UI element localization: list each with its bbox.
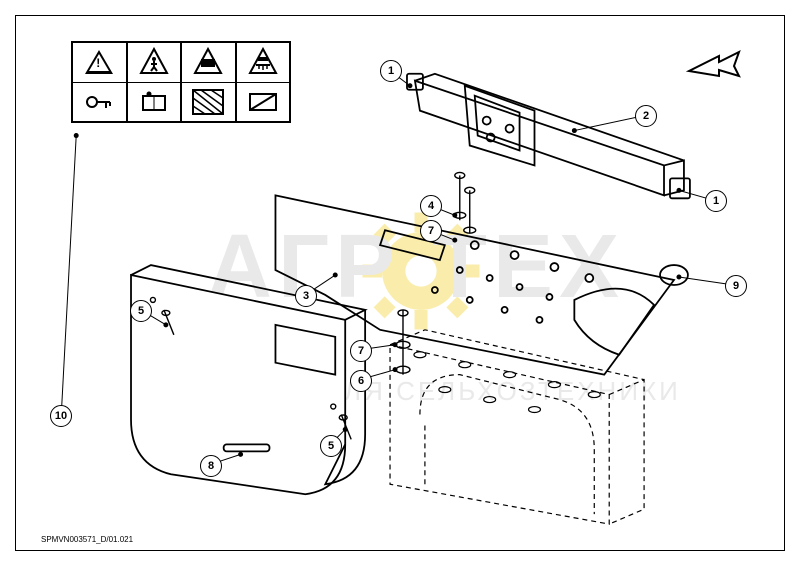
callout-6: 6 xyxy=(350,370,372,392)
page-frame: АГР ТЕХ ЗАПЧАСТИ ДЛЯ СЕЛЬХОЗТЕХНИКИ ! xyxy=(15,15,785,551)
callout-7: 7 xyxy=(350,340,372,362)
callout-3: 3 xyxy=(295,285,317,307)
phantom-base xyxy=(390,330,644,524)
part-2-beam xyxy=(407,74,690,199)
callout-4: 4 xyxy=(420,195,442,217)
callout-10: 10 xyxy=(50,405,72,427)
part-3-cover xyxy=(131,265,365,494)
callout-5: 5 xyxy=(320,435,342,457)
exploded-view-drawing xyxy=(16,16,784,550)
callout-9: 9 xyxy=(725,275,747,297)
callout-1: 1 xyxy=(705,190,727,212)
callout-5: 5 xyxy=(130,300,152,322)
callout-7: 7 xyxy=(420,220,442,242)
callout-2: 2 xyxy=(635,105,657,127)
callout-1: 1 xyxy=(380,60,402,82)
callout-8: 8 xyxy=(200,455,222,477)
document-id: SPMVN003571_D/01.021 xyxy=(41,535,133,544)
